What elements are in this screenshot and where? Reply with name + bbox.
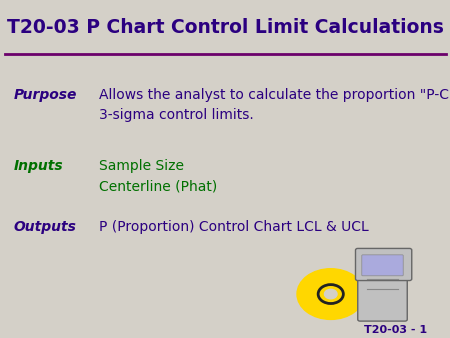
Text: T20-03 - 1: T20-03 - 1 xyxy=(364,324,427,335)
Text: Sample Size
Centerline (Phat): Sample Size Centerline (Phat) xyxy=(99,159,217,193)
FancyBboxPatch shape xyxy=(358,274,407,321)
Circle shape xyxy=(324,289,337,299)
Text: Inputs: Inputs xyxy=(14,159,63,173)
Text: Allows the analyst to calculate the proportion "P-Chart"
3-sigma control limits.: Allows the analyst to calculate the prop… xyxy=(99,88,450,122)
Text: Purpose: Purpose xyxy=(14,88,77,102)
Text: Outputs: Outputs xyxy=(14,220,76,234)
Circle shape xyxy=(297,269,364,319)
Text: P (Proportion) Control Chart LCL & UCL: P (Proportion) Control Chart LCL & UCL xyxy=(99,220,369,234)
Text: T20-03 P Chart Control Limit Calculations: T20-03 P Chart Control Limit Calculation… xyxy=(7,18,443,37)
FancyBboxPatch shape xyxy=(356,248,412,281)
FancyBboxPatch shape xyxy=(362,255,403,276)
